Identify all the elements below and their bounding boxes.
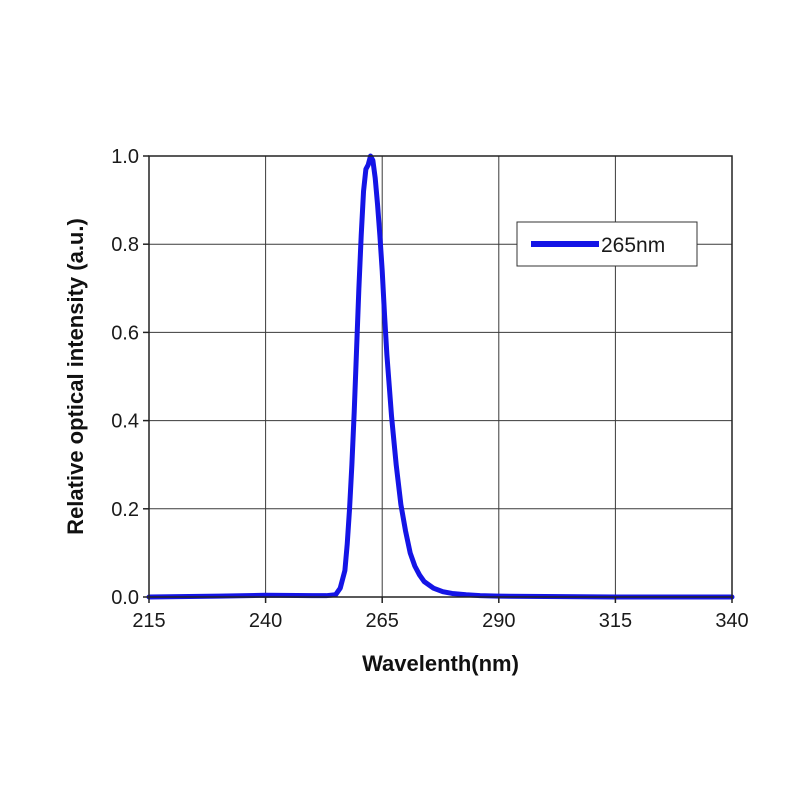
y-tick-label: 0.6 [111,322,139,344]
y-axis-title: Relative optical intensity (a.u.) [63,218,88,535]
x-tick-label: 265 [366,610,399,632]
series-line [146,153,735,600]
legend-label: 265nm [601,234,665,257]
y-tick-label: 0.8 [111,234,139,256]
legend: 265nm [516,221,698,267]
plot-frame [148,155,733,598]
series-layer [146,153,735,600]
x-tick-label: 240 [249,610,282,632]
y-tick-labels: 0.0 0.2 0.4 0.6 0.8 1.0 [111,146,139,609]
x-tick-labels: 215 240 265 290 315 340 [132,610,748,632]
y-tick-label: 0.0 [111,587,139,609]
y-tick-label: 0.4 [111,411,139,433]
x-tick-label: 215 [132,610,165,632]
x-tick-label: 290 [482,610,515,632]
ticks [143,155,733,603]
x-tick-label: 315 [599,610,632,632]
y-tick-label: 0.2 [111,499,139,521]
x-tick-label: 340 [715,610,748,632]
x-axis-title: Wavelenth(nm) [362,651,519,676]
y-tick-label: 1.0 [111,146,139,168]
